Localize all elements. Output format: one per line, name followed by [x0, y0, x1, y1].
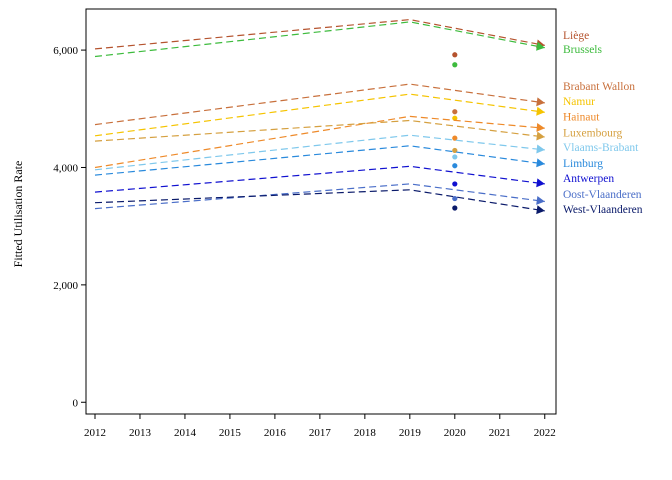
x-tick-label: 2020 — [444, 427, 467, 439]
series-luxembourg — [94, 119, 545, 154]
y-tick-label: 4,000 — [53, 162, 78, 174]
series-label: Vlaams-Brabant — [563, 142, 639, 154]
x-tick-label: 2016 — [264, 427, 287, 439]
plot-area — [85, 8, 557, 415]
series-arrowhead — [536, 97, 545, 107]
y-tick-label: 2,000 — [53, 280, 78, 292]
series-label: Hainaut — [563, 111, 600, 123]
series-labels: Liège Brussels Brabant Wallon Namur Hainaut L… — [563, 30, 643, 216]
observed-point-2020 — [452, 195, 458, 202]
series-vlaams-brabant — [94, 134, 545, 171]
series-label: Luxembourg — [563, 127, 622, 139]
x-tick-label: 2019 — [399, 427, 422, 439]
series-label: West-Vlaanderen — [563, 204, 643, 216]
series-arrowhead — [536, 106, 545, 116]
series-arrowhead — [536, 158, 545, 168]
observed-point-2020 — [452, 52, 458, 58]
observed-point-2020 — [452, 163, 458, 169]
series-hainaut — [94, 115, 545, 169]
y-tick-label: 6,000 — [53, 45, 78, 57]
series-line — [94, 18, 545, 50]
series-antwerpen — [94, 165, 545, 193]
x-axis: 2012 2013 2014 2015 2016 2017 2018 2019 2020 2021… — [84, 414, 556, 439]
series-brabant-wallon — [94, 83, 545, 126]
series-arrowhead — [536, 144, 545, 154]
series-brussels — [94, 21, 545, 68]
series-label: Oost-Vlaanderen — [563, 189, 642, 201]
y-axis: 0 2,000 4,000 6,000 — [53, 45, 86, 409]
series-arrowhead — [536, 41, 545, 51]
observed-point-2020 — [452, 147, 458, 154]
series-label: Namur — [563, 96, 595, 108]
observed-point-2020 — [452, 62, 458, 68]
series-label: Limburg — [563, 158, 603, 170]
x-tick-label: 2014 — [174, 427, 197, 439]
x-tick-label: 2018 — [354, 427, 377, 439]
x-tick-label: 2013 — [129, 427, 152, 439]
observed-point-2020 — [452, 154, 458, 160]
series-line — [94, 119, 545, 142]
observed-point-2020 — [452, 135, 458, 141]
observed-point-2020 — [452, 205, 458, 211]
y-axis-title: Fitted Utilisation Rate — [11, 161, 25, 268]
series-line — [94, 145, 545, 176]
series-oost-vlaanderen — [94, 183, 545, 210]
observed-point-2020 — [452, 181, 458, 187]
series-line — [94, 115, 545, 169]
y-tick-label: 0 — [73, 397, 79, 409]
series-line — [94, 93, 545, 137]
plot-frame — [85, 8, 557, 415]
series-line — [94, 165, 545, 193]
x-tick-label: 2017 — [309, 427, 332, 439]
x-tick-label: 2012 — [84, 427, 106, 439]
series-arrowhead — [536, 196, 545, 205]
series-arrowhead — [536, 123, 545, 132]
series-label: Brussels — [563, 44, 603, 56]
series-line — [94, 83, 545, 126]
x-tick-label: 2021 — [489, 427, 511, 439]
series-label: Liège — [563, 30, 589, 42]
series-label: Brabant Wallon — [563, 81, 635, 93]
series-line — [94, 189, 545, 212]
x-tick-label: 2022 — [534, 427, 556, 439]
series-west-vlaanderen — [94, 189, 545, 215]
series-arrowhead — [536, 131, 545, 141]
series-line — [94, 134, 545, 171]
series-label: Antwerpen — [563, 173, 614, 185]
series-arrowhead — [536, 178, 545, 188]
series-group — [94, 18, 545, 215]
series-arrowhead — [536, 205, 545, 215]
observed-point-2020 — [452, 115, 458, 121]
x-tick-label: 2015 — [219, 427, 242, 439]
series-namur — [94, 93, 545, 137]
series-limburg — [94, 145, 545, 176]
observed-point-2020 — [452, 109, 458, 115]
series-line — [94, 21, 545, 58]
series-line — [94, 183, 545, 210]
